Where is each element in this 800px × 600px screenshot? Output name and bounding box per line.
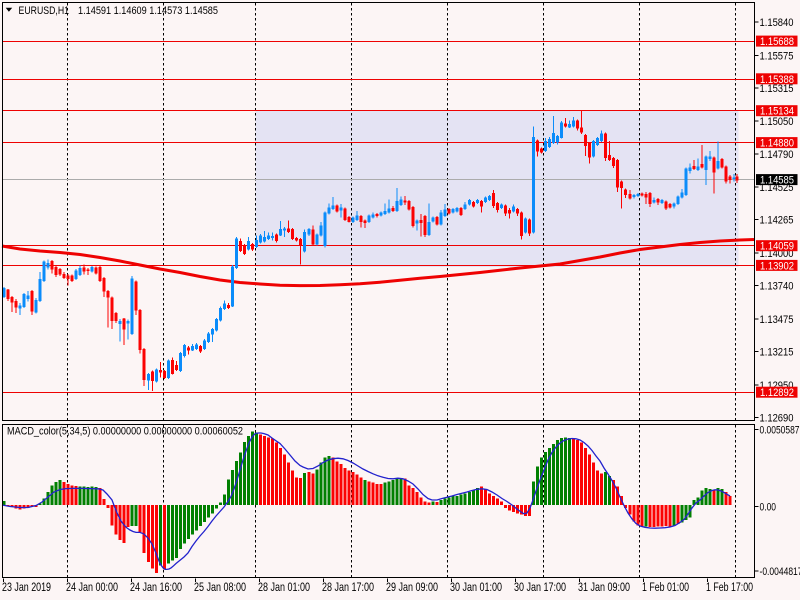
- svg-text:1.12690: 1.12690: [760, 413, 794, 425]
- svg-text:1.15134: 1.15134: [760, 106, 794, 118]
- svg-text:24 Jan 00:00: 24 Jan 00:00: [66, 580, 118, 594]
- svg-text:1.13215: 1.13215: [760, 347, 794, 359]
- svg-text:30 Jan 17:00: 30 Jan 17:00: [514, 580, 566, 594]
- svg-text:23 Jan 2019: 23 Jan 2019: [2, 580, 51, 594]
- svg-text:25 Jan 08:00: 25 Jan 08:00: [194, 580, 246, 594]
- svg-text:0.00: 0.00: [760, 502, 777, 514]
- svg-text:-0.0044817: -0.0044817: [760, 566, 800, 578]
- svg-text:1.15575: 1.15575: [760, 50, 794, 62]
- svg-text:1.14265: 1.14265: [760, 215, 794, 227]
- svg-text:1.14790: 1.14790: [760, 149, 794, 161]
- svg-text:0.0050587: 0.0050587: [760, 425, 800, 437]
- svg-text:1.15315: 1.15315: [760, 83, 794, 95]
- svg-text:24 Jan 16:00: 24 Jan 16:00: [130, 580, 182, 594]
- svg-text:1.13740: 1.13740: [760, 281, 794, 293]
- svg-text:1.14880: 1.14880: [760, 138, 794, 150]
- svg-text:1 Feb 17:00: 1 Feb 17:00: [706, 580, 753, 594]
- svg-text:1.14591 1.14609 1.14573 1.1458: 1.14591 1.14609 1.14573 1.14585: [78, 5, 218, 17]
- svg-text:28 Jan 17:00: 28 Jan 17:00: [322, 580, 374, 594]
- svg-text:1.15840: 1.15840: [760, 17, 794, 29]
- svg-text:EURUSD,H1: EURUSD,H1: [19, 5, 70, 17]
- svg-text:1 Feb 01:00: 1 Feb 01:00: [642, 580, 689, 594]
- svg-text:31 Jan 09:00: 31 Jan 09:00: [578, 580, 630, 594]
- svg-text:28 Jan 01:00: 28 Jan 01:00: [258, 580, 310, 594]
- svg-text:30 Jan 01:00: 30 Jan 01:00: [450, 580, 502, 594]
- svg-text:MACD_color(5,34,5) 0.00000000: MACD_color(5,34,5) 0.00000000 0.00000000…: [7, 426, 243, 438]
- svg-text:1.14585: 1.14585: [760, 175, 794, 187]
- svg-text:1.15388: 1.15388: [760, 74, 794, 86]
- svg-text:1.13475: 1.13475: [760, 314, 794, 326]
- svg-text:1.13902: 1.13902: [760, 260, 794, 272]
- svg-text:1.14059: 1.14059: [760, 241, 794, 253]
- svg-text:1.15688: 1.15688: [760, 36, 794, 48]
- svg-text:29 Jan 09:00: 29 Jan 09:00: [386, 580, 438, 594]
- svg-text:1.15050: 1.15050: [760, 116, 794, 128]
- svg-text:1.12892: 1.12892: [760, 387, 794, 399]
